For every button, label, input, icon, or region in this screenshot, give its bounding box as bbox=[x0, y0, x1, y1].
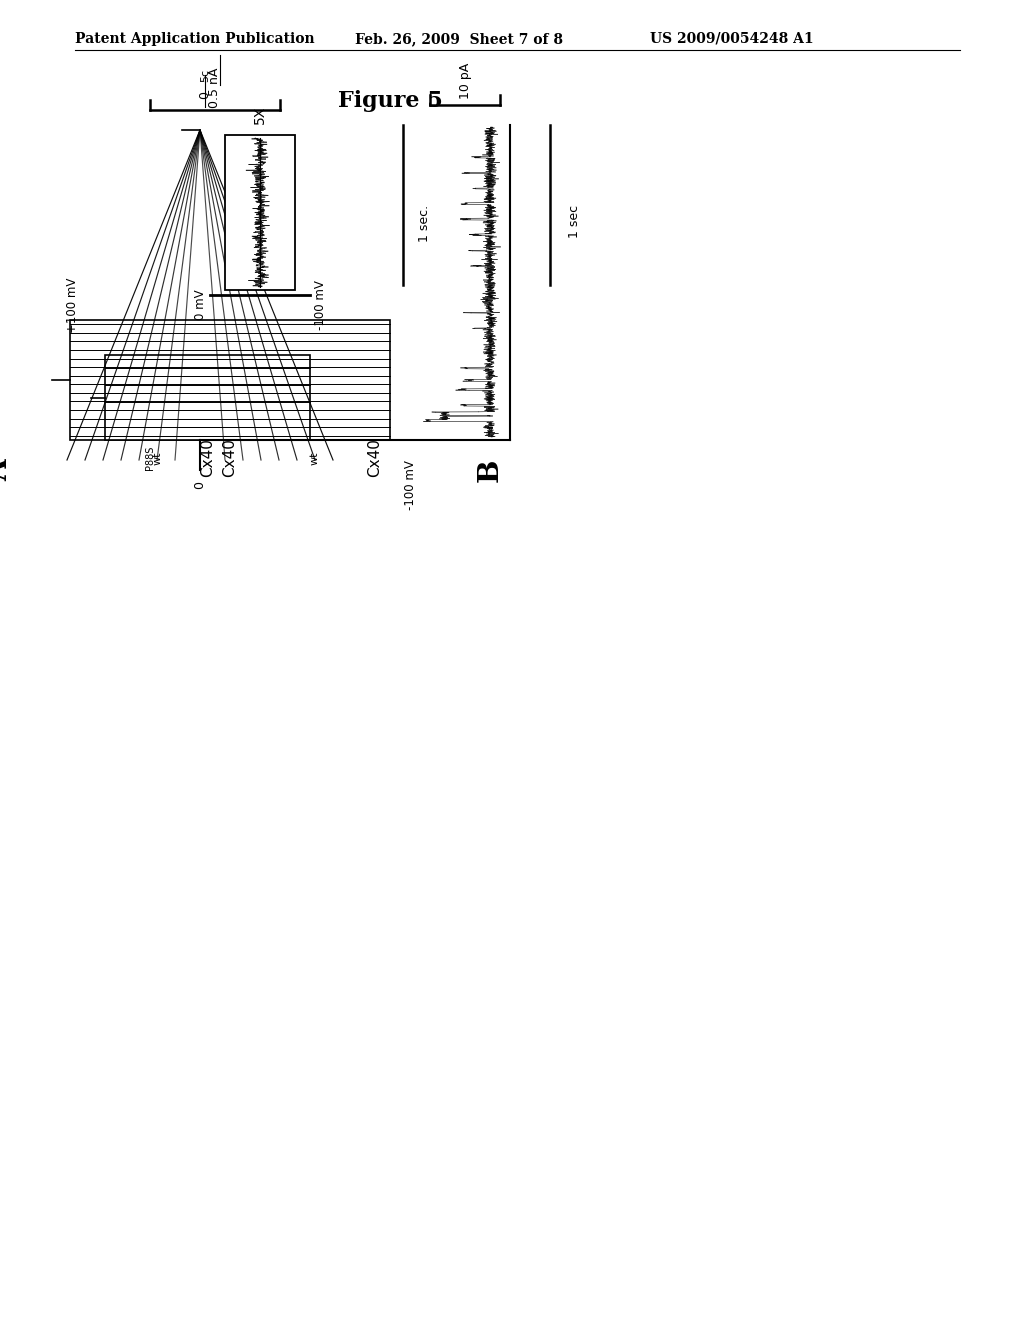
Text: 5c: 5c bbox=[200, 69, 210, 82]
Text: wt: wt bbox=[153, 451, 163, 465]
Polygon shape bbox=[70, 319, 390, 440]
Text: 0: 0 bbox=[194, 480, 207, 488]
Text: Figure 5: Figure 5 bbox=[338, 90, 442, 112]
Text: wt: wt bbox=[310, 451, 319, 465]
Text: 5X: 5X bbox=[253, 106, 267, 124]
Text: 0: 0 bbox=[199, 91, 212, 99]
Text: 1 sec: 1 sec bbox=[567, 205, 581, 238]
Text: P88S: P88S bbox=[144, 446, 155, 470]
Text: 10 pA: 10 pA bbox=[459, 63, 471, 99]
Text: Cx40: Cx40 bbox=[368, 438, 383, 478]
Text: 1 sec.: 1 sec. bbox=[419, 205, 431, 242]
Text: US 2009/0054248 A1: US 2009/0054248 A1 bbox=[650, 32, 814, 46]
Text: -100 mV: -100 mV bbox=[403, 461, 417, 510]
Text: Cx40: Cx40 bbox=[222, 438, 238, 478]
Text: Patent Application Publication: Patent Application Publication bbox=[75, 32, 314, 46]
Text: 0 mV: 0 mV bbox=[194, 289, 207, 321]
Text: Feb. 26, 2009  Sheet 7 of 8: Feb. 26, 2009 Sheet 7 of 8 bbox=[355, 32, 563, 46]
Polygon shape bbox=[105, 355, 310, 440]
Text: Cx40: Cx40 bbox=[200, 438, 215, 478]
Polygon shape bbox=[225, 135, 295, 290]
Text: A: A bbox=[0, 459, 13, 480]
Text: -100 mV: -100 mV bbox=[313, 280, 327, 330]
Text: 0.5 nA: 0.5 nA bbox=[209, 67, 221, 108]
Text: B: B bbox=[476, 458, 504, 482]
Text: +100 mV: +100 mV bbox=[66, 277, 79, 333]
